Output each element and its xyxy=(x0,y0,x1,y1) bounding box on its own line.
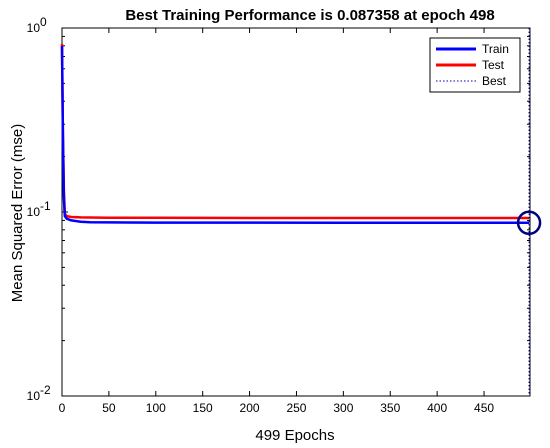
x-tick-label: 50 xyxy=(102,401,116,415)
legend-label-train: Train xyxy=(482,42,509,56)
x-tick-label: 400 xyxy=(427,401,447,415)
x-tick-label: 100 xyxy=(146,401,166,415)
x-tick-label: 0 xyxy=(59,401,66,415)
x-tick-label: 350 xyxy=(380,401,400,415)
x-tick-label: 450 xyxy=(474,401,494,415)
y-tick-label: 10 xyxy=(27,21,41,35)
series-line-train xyxy=(60,45,530,225)
chart-title: Best Training Performance is 0.087358 at… xyxy=(125,7,494,24)
legend-label-best: Best xyxy=(482,74,507,88)
x-tick-label: 200 xyxy=(240,401,260,415)
best-point-marker xyxy=(516,210,542,236)
y-axis-label: Mean Squared Error (mse) xyxy=(9,124,26,302)
x-tick-label: 300 xyxy=(333,401,353,415)
x-tick-label: 150 xyxy=(193,401,213,415)
y-tick-exponent: -2 xyxy=(40,383,51,397)
y-tick-label: 10 xyxy=(27,389,41,403)
y-tick-label: 10 xyxy=(27,205,41,219)
y-tick-exponent: -1 xyxy=(40,199,51,213)
y-tick-exponent: 0 xyxy=(40,15,47,29)
x-tick-label: 250 xyxy=(286,401,306,415)
legend-label-test: Test xyxy=(482,58,505,72)
x-axis-label: 499 Epochs xyxy=(255,427,334,444)
